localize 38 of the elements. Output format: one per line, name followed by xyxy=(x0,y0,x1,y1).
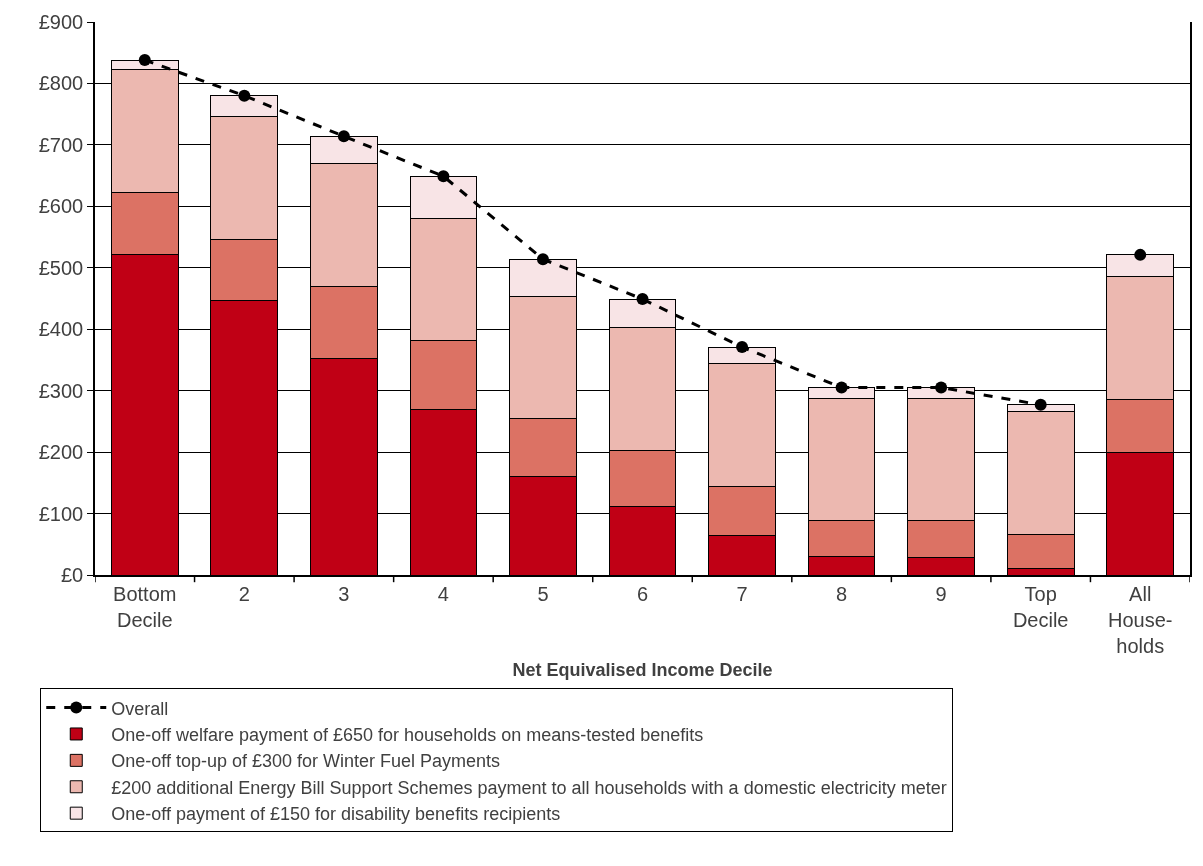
legend-label: £200 additional Energy Bill Support Schemes payment to all households with a domestic electricity meter xyxy=(111,777,947,798)
legend-label: One-off top-up of £300 for Winter Fuel Payments xyxy=(111,751,501,772)
y-tick-label: £0 xyxy=(61,564,84,586)
y-tick-label: £400 xyxy=(38,318,84,341)
x-tick-label: 8 xyxy=(836,582,848,605)
point xyxy=(935,381,948,394)
y-tick-label: £200 xyxy=(38,441,84,464)
x-tick-label: All House- holds xyxy=(1107,582,1173,657)
point xyxy=(1134,248,1147,261)
y-tick-label: £900 xyxy=(38,11,84,33)
point xyxy=(138,54,151,67)
point xyxy=(437,170,450,183)
point xyxy=(238,89,251,102)
y-tick-label: £700 xyxy=(38,133,84,156)
x-tick-label: 5 xyxy=(537,582,549,605)
x-tick-label: 9 xyxy=(935,582,947,605)
y-tick-label: £100 xyxy=(38,502,84,525)
x-tick-label: Top Decile xyxy=(1012,582,1069,631)
y-tick-label: £800 xyxy=(38,72,84,95)
y-tick-label: £600 xyxy=(38,195,84,218)
point xyxy=(835,381,848,394)
point xyxy=(636,293,649,306)
point xyxy=(337,130,350,143)
x-tick-label: 2 xyxy=(238,582,250,605)
y-tick-label: £300 xyxy=(38,379,84,402)
y-tick-label: £500 xyxy=(38,256,84,279)
legend-label: Overall xyxy=(111,698,169,719)
point xyxy=(536,253,549,266)
x-axis-title: Net Equivalised Income Decile xyxy=(512,660,773,681)
point xyxy=(1034,398,1047,411)
x-tick-label: 6 xyxy=(636,582,649,605)
legend-label: One-off payment of £150 for disability benefits recipients xyxy=(111,804,561,825)
x-tick-label: 4 xyxy=(437,582,449,605)
x-tick-label: 7 xyxy=(736,582,748,605)
legend-label: One-off welfare payment of £650 for households on means-tested benefits xyxy=(111,724,704,745)
x-tick-label: Bottom Decile xyxy=(113,582,177,631)
x-tick-label: 3 xyxy=(338,582,350,605)
point xyxy=(736,341,749,354)
